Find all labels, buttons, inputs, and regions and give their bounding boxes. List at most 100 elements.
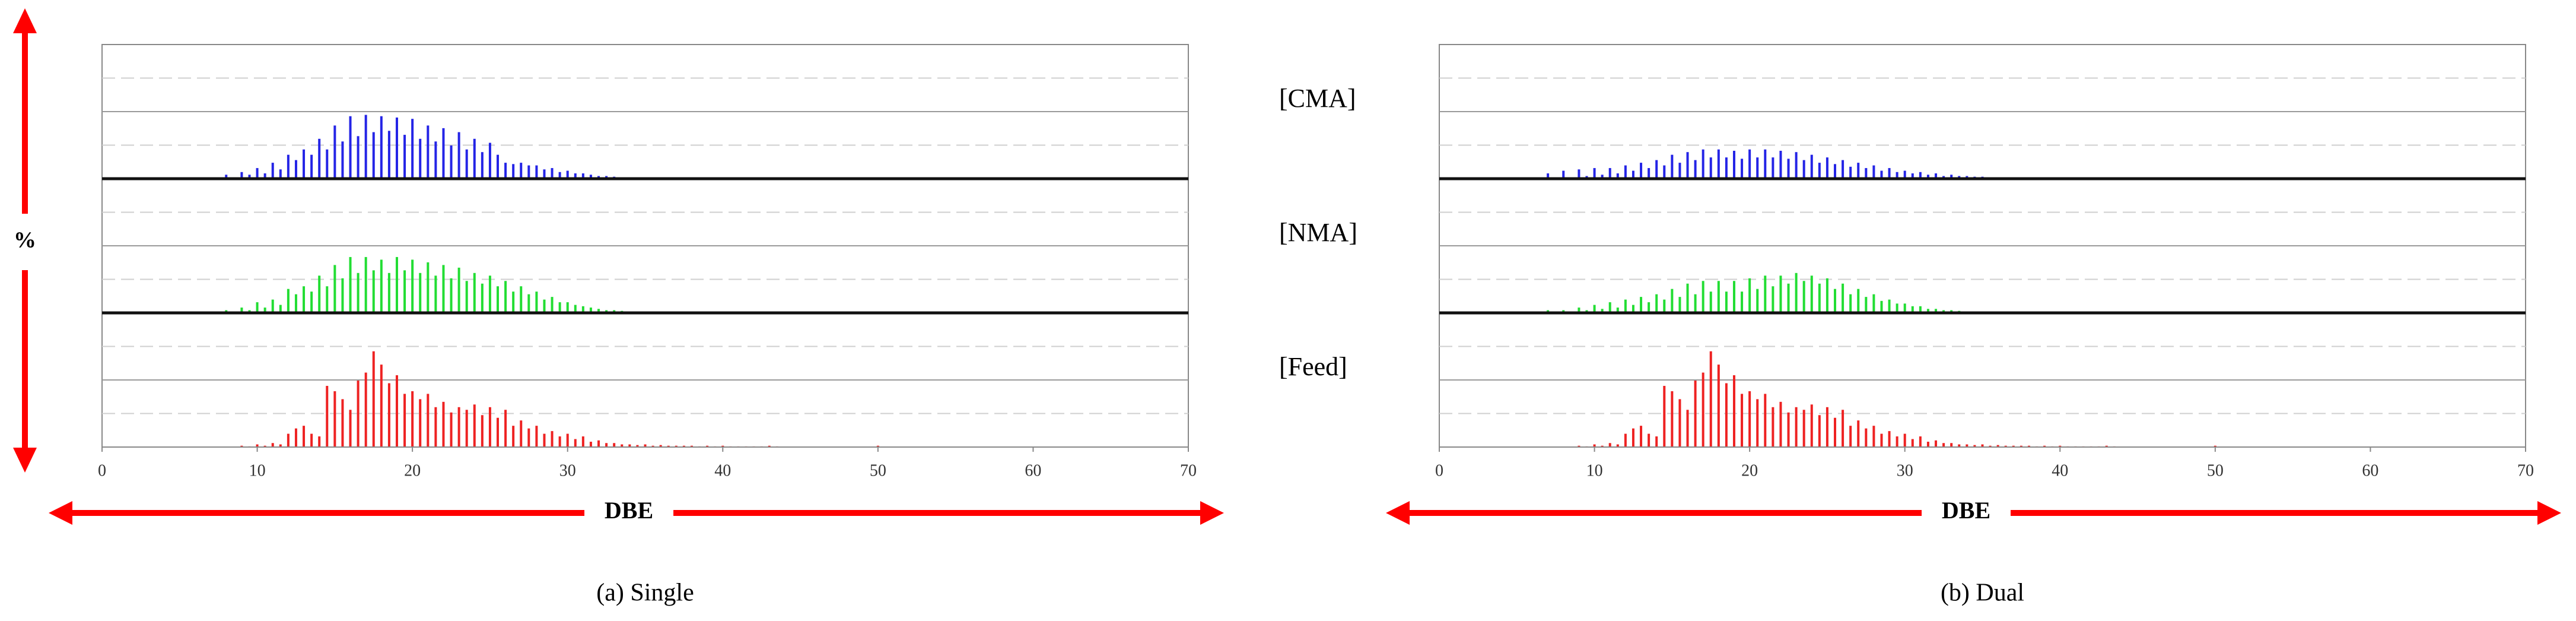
bar <box>294 428 297 447</box>
bar <box>1663 385 1666 447</box>
bar <box>240 445 243 447</box>
bar <box>1764 275 1767 313</box>
x-tick-label: 0 <box>98 461 106 480</box>
bar <box>263 308 266 313</box>
bar <box>1795 273 1798 313</box>
bar <box>279 305 282 313</box>
bar <box>1802 160 1805 179</box>
bar <box>551 297 554 313</box>
bar <box>326 385 329 447</box>
bar <box>644 444 647 447</box>
bar <box>535 426 538 447</box>
bar <box>512 164 515 179</box>
bar <box>1888 431 1891 447</box>
bar <box>659 445 662 447</box>
bar <box>1857 289 1860 313</box>
bar <box>1872 426 1875 447</box>
x-tick-label: 60 <box>2362 461 2378 480</box>
bar <box>465 149 468 179</box>
bar <box>1865 297 1868 313</box>
bar <box>1935 173 1938 179</box>
bar <box>1694 160 1697 179</box>
bar <box>1663 299 1666 313</box>
bar <box>380 259 383 313</box>
bar <box>481 415 484 447</box>
bar <box>1624 165 1627 179</box>
bar <box>287 433 290 447</box>
bar <box>1655 436 1658 447</box>
bar <box>1608 302 1611 313</box>
bar <box>1779 150 1782 179</box>
bar <box>551 431 554 447</box>
bar <box>1834 164 1837 179</box>
bar <box>450 412 453 447</box>
bar <box>318 436 321 447</box>
bar <box>1818 283 1821 313</box>
bar <box>1671 154 1674 179</box>
bar <box>434 141 437 179</box>
bar <box>504 410 507 447</box>
bar <box>465 281 468 313</box>
bar <box>1926 442 1929 447</box>
bar <box>1686 410 1689 447</box>
bar <box>566 433 569 447</box>
bar <box>682 445 685 447</box>
bar <box>450 278 453 313</box>
bar <box>1671 289 1674 313</box>
bar <box>318 138 321 179</box>
bar <box>527 165 530 179</box>
bar <box>1632 170 1634 179</box>
bar <box>1888 299 1891 313</box>
bar <box>1818 415 1821 447</box>
bar <box>1772 157 1774 179</box>
bar <box>349 410 352 447</box>
bar <box>589 442 592 447</box>
bar <box>1880 300 1883 313</box>
bar <box>279 169 282 179</box>
bar <box>380 116 383 179</box>
bar <box>1624 299 1627 313</box>
bar <box>1593 444 1596 447</box>
series-label: [NMA] <box>1279 218 1357 247</box>
bar <box>1896 303 1898 313</box>
bar <box>419 273 422 313</box>
bar <box>1958 444 1961 447</box>
bar <box>310 154 313 179</box>
bar <box>1911 439 1914 447</box>
bar <box>1880 170 1883 179</box>
bar <box>364 115 367 179</box>
bar <box>2027 445 2030 447</box>
bar <box>1872 165 1875 179</box>
bar <box>1601 445 1604 447</box>
bar <box>1849 426 1852 447</box>
bar <box>1640 426 1643 447</box>
bar <box>364 372 367 447</box>
bar <box>597 440 600 447</box>
bar <box>1725 383 1728 447</box>
y-axis-label: % <box>14 228 36 253</box>
bar <box>721 445 724 447</box>
bar <box>403 135 406 179</box>
bar <box>1601 309 1604 313</box>
arrow-head <box>1200 501 1224 525</box>
bar <box>1709 292 1712 313</box>
bar <box>481 283 484 313</box>
bar <box>581 173 584 179</box>
bar <box>1810 275 1813 313</box>
bar <box>1678 163 1681 179</box>
bar <box>256 168 259 179</box>
bar <box>1709 351 1712 447</box>
bar <box>240 172 243 179</box>
bar <box>1764 394 1767 447</box>
bar <box>1717 149 1720 179</box>
bar <box>1966 444 1968 447</box>
arrow-head <box>1386 501 1410 525</box>
bar <box>419 138 422 179</box>
bar <box>326 286 329 313</box>
bar <box>1562 170 1565 179</box>
bar <box>527 428 530 447</box>
bar <box>1872 294 1875 313</box>
bar <box>1911 173 1914 179</box>
bar <box>457 132 460 179</box>
